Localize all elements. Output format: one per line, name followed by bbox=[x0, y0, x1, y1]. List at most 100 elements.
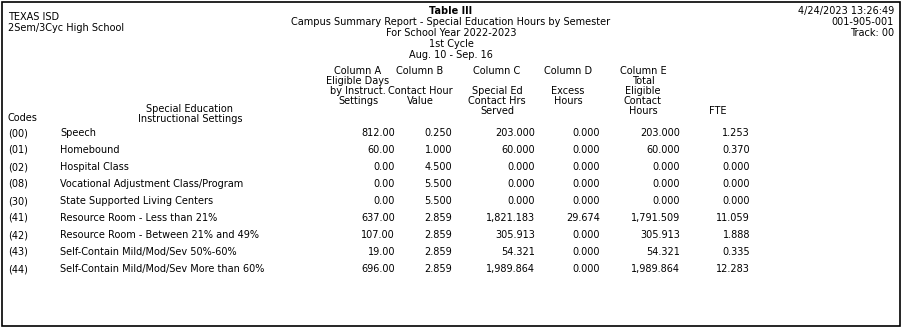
Text: (41): (41) bbox=[8, 213, 28, 223]
Text: Hours: Hours bbox=[629, 106, 658, 116]
Text: 0.000: 0.000 bbox=[573, 128, 600, 138]
Text: 0.000: 0.000 bbox=[508, 179, 535, 189]
Text: (02): (02) bbox=[8, 162, 28, 172]
Text: TEXAS ISD: TEXAS ISD bbox=[8, 12, 60, 22]
Text: 2.859: 2.859 bbox=[424, 264, 452, 274]
Text: 1,821.183: 1,821.183 bbox=[486, 213, 535, 223]
Text: 203.000: 203.000 bbox=[640, 128, 680, 138]
Text: Track: 00: Track: 00 bbox=[850, 28, 894, 38]
Text: FTE: FTE bbox=[709, 106, 727, 116]
Text: 0.00: 0.00 bbox=[373, 162, 395, 172]
Text: 11.059: 11.059 bbox=[716, 213, 750, 223]
Text: Contact Hour: Contact Hour bbox=[388, 86, 452, 96]
Text: 305.913: 305.913 bbox=[640, 230, 680, 240]
Text: 0.000: 0.000 bbox=[573, 196, 600, 206]
Text: For School Year 2022-2023: For School Year 2022-2023 bbox=[386, 28, 516, 38]
Text: 107.00: 107.00 bbox=[361, 230, 395, 240]
Text: 60.000: 60.000 bbox=[647, 145, 680, 155]
Text: 60.00: 60.00 bbox=[367, 145, 395, 155]
Text: 0.370: 0.370 bbox=[723, 145, 750, 155]
Text: Hours: Hours bbox=[554, 96, 583, 106]
Text: 1.888: 1.888 bbox=[723, 230, 750, 240]
Text: 637.00: 637.00 bbox=[361, 213, 395, 223]
Text: (08): (08) bbox=[8, 179, 28, 189]
Text: Homebound: Homebound bbox=[60, 145, 119, 155]
Text: 19.00: 19.00 bbox=[367, 247, 395, 257]
Text: Aug. 10 - Sep. 16: Aug. 10 - Sep. 16 bbox=[410, 50, 492, 60]
Text: Special Education: Special Education bbox=[146, 104, 234, 114]
Text: 29.674: 29.674 bbox=[566, 213, 600, 223]
Text: Column C: Column C bbox=[474, 66, 520, 76]
Text: 1.000: 1.000 bbox=[425, 145, 452, 155]
Text: Self-Contain Mild/Mod/Sev More than 60%: Self-Contain Mild/Mod/Sev More than 60% bbox=[60, 264, 264, 274]
Text: 0.000: 0.000 bbox=[652, 179, 680, 189]
Text: 1.253: 1.253 bbox=[723, 128, 750, 138]
Text: Eligible Days: Eligible Days bbox=[327, 76, 390, 86]
Text: State Supported Living Centers: State Supported Living Centers bbox=[60, 196, 213, 206]
Text: 203.000: 203.000 bbox=[495, 128, 535, 138]
Text: 1st Cycle: 1st Cycle bbox=[428, 39, 474, 49]
Text: Total: Total bbox=[631, 76, 654, 86]
Text: Special Ed: Special Ed bbox=[472, 86, 522, 96]
Text: 001-905-001: 001-905-001 bbox=[832, 17, 894, 27]
Text: 305.913: 305.913 bbox=[495, 230, 535, 240]
Text: 5.500: 5.500 bbox=[424, 196, 452, 206]
Text: 0.00: 0.00 bbox=[373, 179, 395, 189]
Text: (30): (30) bbox=[8, 196, 28, 206]
Text: 2.859: 2.859 bbox=[424, 247, 452, 257]
Text: Column B: Column B bbox=[396, 66, 444, 76]
Text: Column A: Column A bbox=[335, 66, 382, 76]
Text: 0.000: 0.000 bbox=[573, 145, 600, 155]
Text: 0.000: 0.000 bbox=[723, 196, 750, 206]
Text: Resource Room - Between 21% and 49%: Resource Room - Between 21% and 49% bbox=[60, 230, 259, 240]
Text: Resource Room - Less than 21%: Resource Room - Less than 21% bbox=[60, 213, 217, 223]
Text: Column E: Column E bbox=[620, 66, 667, 76]
Text: 0.000: 0.000 bbox=[573, 162, 600, 172]
Text: Settings: Settings bbox=[338, 96, 378, 106]
Text: 2.859: 2.859 bbox=[424, 230, 452, 240]
Text: 12.283: 12.283 bbox=[716, 264, 750, 274]
Text: 0.000: 0.000 bbox=[573, 247, 600, 257]
Text: Value: Value bbox=[407, 96, 434, 106]
Text: Speech: Speech bbox=[60, 128, 96, 138]
Text: 60.000: 60.000 bbox=[502, 145, 535, 155]
Text: 0.000: 0.000 bbox=[723, 162, 750, 172]
Text: (44): (44) bbox=[8, 264, 28, 274]
Text: 0.335: 0.335 bbox=[723, 247, 750, 257]
Text: 0.250: 0.250 bbox=[424, 128, 452, 138]
Text: 54.321: 54.321 bbox=[502, 247, 535, 257]
Text: 0.000: 0.000 bbox=[573, 264, 600, 274]
Text: 812.00: 812.00 bbox=[361, 128, 395, 138]
Text: Table III: Table III bbox=[429, 6, 473, 16]
Text: 54.321: 54.321 bbox=[646, 247, 680, 257]
Text: 2Sem/3Cyc High School: 2Sem/3Cyc High School bbox=[8, 23, 124, 33]
Text: Vocational Adjustment Class/Program: Vocational Adjustment Class/Program bbox=[60, 179, 244, 189]
Text: 0.000: 0.000 bbox=[652, 196, 680, 206]
Text: 696.00: 696.00 bbox=[362, 264, 395, 274]
Text: Hospital Class: Hospital Class bbox=[60, 162, 129, 172]
Text: Campus Summary Report - Special Education Hours by Semester: Campus Summary Report - Special Educatio… bbox=[291, 17, 611, 27]
Text: 2.859: 2.859 bbox=[424, 213, 452, 223]
Text: Contact: Contact bbox=[624, 96, 662, 106]
Text: 0.000: 0.000 bbox=[573, 230, 600, 240]
Text: 0.00: 0.00 bbox=[373, 196, 395, 206]
Text: 5.500: 5.500 bbox=[424, 179, 452, 189]
Text: Excess: Excess bbox=[551, 86, 584, 96]
Text: 1,791.509: 1,791.509 bbox=[630, 213, 680, 223]
Text: Eligible: Eligible bbox=[625, 86, 661, 96]
Text: Codes: Codes bbox=[8, 113, 38, 123]
Text: (43): (43) bbox=[8, 247, 28, 257]
Text: 4/24/2023 13:26:49: 4/24/2023 13:26:49 bbox=[797, 6, 894, 16]
Text: 1,989.864: 1,989.864 bbox=[486, 264, 535, 274]
Text: 0.000: 0.000 bbox=[723, 179, 750, 189]
Text: (01): (01) bbox=[8, 145, 28, 155]
Text: (00): (00) bbox=[8, 128, 28, 138]
Text: Instructional Settings: Instructional Settings bbox=[138, 114, 243, 124]
Text: 0.000: 0.000 bbox=[652, 162, 680, 172]
Text: Column D: Column D bbox=[544, 66, 592, 76]
Text: 0.000: 0.000 bbox=[573, 179, 600, 189]
Text: (42): (42) bbox=[8, 230, 28, 240]
Text: 4.500: 4.500 bbox=[424, 162, 452, 172]
Text: by Instruct.: by Instruct. bbox=[330, 86, 386, 96]
Text: 0.000: 0.000 bbox=[508, 196, 535, 206]
